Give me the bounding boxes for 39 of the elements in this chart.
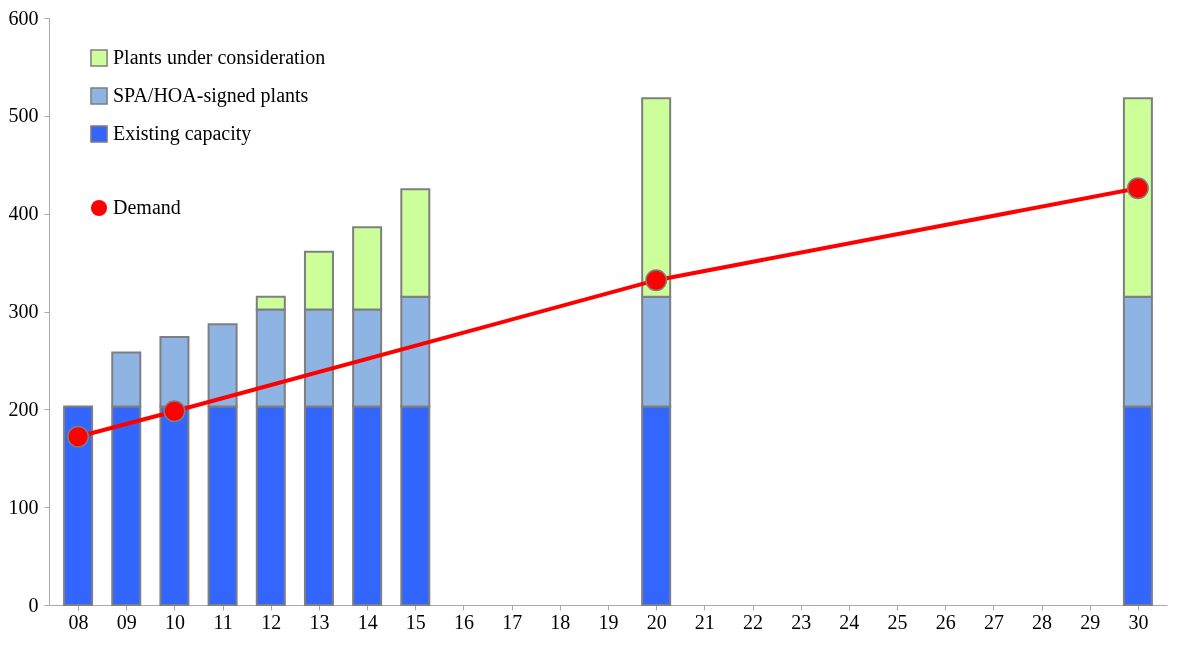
- point: [645, 269, 668, 292]
- legend-label: Plants under consideration: [113, 46, 326, 68]
- legend-label: Demand: [113, 196, 181, 218]
- x-tick-label: 16: [453, 610, 474, 633]
- x-tick-label: 08: [68, 610, 89, 633]
- y-tick-label: 200: [8, 397, 39, 420]
- legend-label: SPA/HOA-signed plants: [113, 84, 309, 107]
- point: [67, 425, 90, 448]
- x-tick-label: 21: [694, 610, 715, 633]
- y-tick-label: 400: [8, 202, 39, 225]
- x-tick-label: 15: [405, 610, 426, 633]
- x-tick-label: 27: [983, 610, 1004, 633]
- x-tick-label: 24: [839, 610, 860, 633]
- x-tick-label: 09: [116, 610, 137, 633]
- x-tick-label: 29: [1080, 610, 1101, 633]
- x-tick-label: 30: [1128, 610, 1149, 633]
- y-tick-label: 300: [8, 300, 39, 322]
- x-tick-label: 13: [309, 610, 330, 633]
- x-tick-label: 28: [1032, 610, 1053, 633]
- x-tick-label: 23: [791, 610, 812, 633]
- point: [163, 400, 186, 423]
- y-tick-label: 500: [8, 104, 39, 127]
- y-tick-label: 100: [8, 495, 39, 518]
- x-tick-label: 11: [213, 610, 233, 633]
- y-tick-label: 0: [28, 593, 39, 616]
- x-tick-label: 26: [935, 610, 956, 633]
- x-tick-label: 18: [550, 610, 571, 633]
- x-tick-label: 25: [887, 610, 908, 633]
- x-tick-label: 19: [598, 610, 619, 633]
- x-tick-label: 10: [164, 610, 185, 633]
- legend-label: Existing capacity: [113, 122, 252, 145]
- x-tick-label: 14: [357, 610, 378, 633]
- x-tick-label: 12: [261, 610, 282, 633]
- x-tick-label: 22: [743, 610, 764, 633]
- bar: [63, 405, 94, 606]
- point: [1126, 177, 1149, 200]
- x-tick-label: 17: [502, 610, 523, 633]
- x-tick-label: 20: [646, 610, 667, 633]
- y-tick-label: 600: [8, 6, 39, 29]
